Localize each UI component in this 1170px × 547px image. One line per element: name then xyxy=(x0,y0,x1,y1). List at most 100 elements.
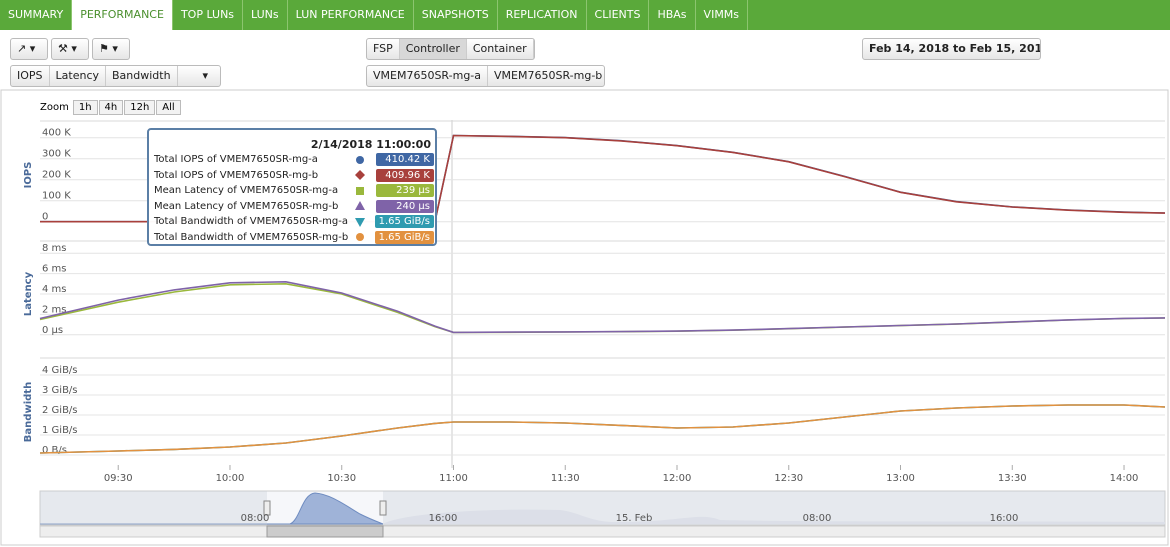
y-axis-label: IOPS xyxy=(23,162,34,189)
tab[interactable]: SNAPSHOTS xyxy=(414,0,498,30)
marker-icon xyxy=(355,201,365,210)
navigator-mask xyxy=(383,491,1165,525)
y-tick-label: 100 K xyxy=(42,191,71,202)
y-tick-label: 8 ms xyxy=(42,243,67,254)
toggle-button[interactable]: Container xyxy=(467,39,534,59)
tooltip-title: 2/14/2018 11:00:00 xyxy=(310,138,431,151)
x-tick-label: 11:30 xyxy=(551,473,580,484)
date-range[interactable]: Feb 14, 2018 to Feb 15, 2018▾ xyxy=(862,38,1041,60)
tooltip-value: 410.42 K xyxy=(376,153,434,166)
tooltip-value: 409.96 K xyxy=(376,168,434,182)
navigator-area xyxy=(40,492,384,525)
marker-icon xyxy=(355,170,365,180)
series-line xyxy=(39,282,1166,334)
zoom-button[interactable]: 1h xyxy=(72,100,98,115)
zoom-button[interactable]: 4h xyxy=(98,100,124,115)
toggle-button[interactable]: VMEM7650SR-mg-b xyxy=(488,66,604,86)
tooltip-label: Total Bandwidth of VMEM7650SR-mg-a xyxy=(154,216,348,227)
scrollbar-thumb[interactable] xyxy=(266,525,384,538)
tooltip-label: Total IOPS of VMEM7650SR-mg-b xyxy=(154,169,319,181)
y-tick-label: 2 GiB/s xyxy=(42,405,78,416)
tooltip-value: 1.65 GiB/s xyxy=(374,215,434,228)
zoom-button[interactable]: 12h xyxy=(124,100,156,115)
y-tick-label: 6 ms xyxy=(42,264,67,275)
zoom-bar: Zoom 1h 4h 12h All xyxy=(40,100,182,115)
x-tick-label: 14:00 xyxy=(1110,473,1139,484)
y-tick-label: 300 K xyxy=(42,149,71,160)
x-tick-label: 13:30 xyxy=(998,473,1027,484)
y-tick-label: 200 K xyxy=(42,170,71,181)
tooltip-row: Mean Latency of VMEM7650SR-mg-a 239 µs xyxy=(154,183,434,198)
tab-bar: SUMMARY PERFORMANCE TOP LUNs LUNs LUN PERFOR… xyxy=(0,0,1170,30)
tab[interactable]: LUNs xyxy=(243,0,288,30)
navigator-area-faded xyxy=(383,509,1165,524)
tooltip-value: 1.65 GiB/s xyxy=(374,230,434,244)
y-tick-label: 400 K xyxy=(42,128,71,139)
toggle-button[interactable]: VMEM7650SR-mg-a xyxy=(367,66,489,86)
tooltip-row: Total IOPS of VMEM7650SR-mg-a 410.42 K xyxy=(154,152,434,167)
navigator xyxy=(39,490,1166,538)
zoom-label: Zoom xyxy=(40,102,69,113)
tab[interactable]: VIMMs xyxy=(696,0,749,30)
date-range-text: Feb 14, 2018 to Feb 15, 2018 xyxy=(869,42,1041,55)
navigator-label: 16:00 xyxy=(990,513,1019,524)
tooltip-label: Mean Latency of VMEM7650SR-mg-a xyxy=(154,185,339,196)
marker-icon xyxy=(356,186,364,195)
navigator-frame xyxy=(39,490,1166,526)
tab[interactable]: SUMMARY xyxy=(0,0,73,30)
series-line xyxy=(39,404,1166,454)
export-button[interactable]: ↗ ▾ xyxy=(10,38,48,60)
view-buttons: FSP Controller Container xyxy=(366,38,535,60)
tab[interactable]: PERFORMANCE xyxy=(72,0,173,30)
tooltip-label: Total IOPS of VMEM7650SR-mg-a xyxy=(154,154,318,165)
x-tick-label: 12:00 xyxy=(663,473,692,484)
settings-button[interactable]: ⚒ ▾ xyxy=(51,38,89,60)
toggle-button[interactable]: Bandwidth xyxy=(106,66,178,86)
x-tick-label: 09:30 xyxy=(104,473,133,484)
tooltip-value: 239 µs xyxy=(376,184,434,197)
series-line xyxy=(39,280,1166,334)
y-tick-label: 0 µs xyxy=(42,325,63,336)
y-tick-label: 1 GiB/s xyxy=(42,425,78,436)
flag-button[interactable]: ⚑ ▾ xyxy=(92,38,130,60)
marker-icon xyxy=(356,233,364,241)
navigator-handle[interactable] xyxy=(263,500,271,516)
y-tick-label: 0 B/s xyxy=(42,445,67,456)
tab[interactable]: CLIENTS xyxy=(587,0,650,30)
tooltip-row: Total Bandwidth of VMEM7650SR-mg-a 1.65 G… xyxy=(154,214,434,229)
navigator-label: 16:00 xyxy=(429,513,458,524)
navigator-handle[interactable] xyxy=(379,500,387,516)
x-tick-label: 10:00 xyxy=(216,473,245,484)
scrollbar[interactable] xyxy=(39,525,1166,538)
y-tick-label: 2 ms xyxy=(42,304,67,315)
tooltip-marker xyxy=(349,201,371,211)
marker-icon xyxy=(355,217,365,227)
tooltip-row: Total Bandwidth of VMEM7650SR-mg-b 1.65 G… xyxy=(154,230,434,245)
toggle-button[interactable]: IOPS xyxy=(11,66,50,86)
zoom-button[interactable]: All xyxy=(156,100,181,115)
toggle-button[interactable]: FSP xyxy=(367,39,400,59)
y-tick-label: 4 ms xyxy=(42,284,67,295)
tab[interactable]: REPLICATION xyxy=(498,0,587,30)
y-axis-label: Latency xyxy=(23,271,34,316)
toggle-button[interactable]: Controller xyxy=(399,39,467,59)
tooltip-row: Total IOPS of VMEM7650SR-mg-b 409.96 K xyxy=(154,168,434,183)
metric-buttons: IOPS Latency Bandwidth ▾ xyxy=(10,65,221,87)
tooltip-marker xyxy=(349,217,371,227)
tooltip-marker xyxy=(349,232,371,242)
tab[interactable]: HBAs xyxy=(649,0,696,30)
tab[interactable]: TOP LUNs xyxy=(173,0,244,30)
y-tick-label: 3 GiB/s xyxy=(42,385,78,396)
navigator-label: 15. Feb xyxy=(616,513,653,524)
tooltip-value: 240 µs xyxy=(376,199,434,213)
toggle-button[interactable]: Latency xyxy=(50,66,107,86)
tooltip-row: Mean Latency of VMEM7650SR-mg-b 240 µs xyxy=(154,199,434,214)
dropdown-arrow[interactable]: ▾ xyxy=(202,69,208,82)
tooltip-label: Total Bandwidth of VMEM7650SR-mg-b xyxy=(154,231,349,243)
x-tick-label: 10:30 xyxy=(327,473,356,484)
tab[interactable]: LUN PERFORMANCE xyxy=(288,0,414,30)
navigator-mask xyxy=(40,491,267,525)
